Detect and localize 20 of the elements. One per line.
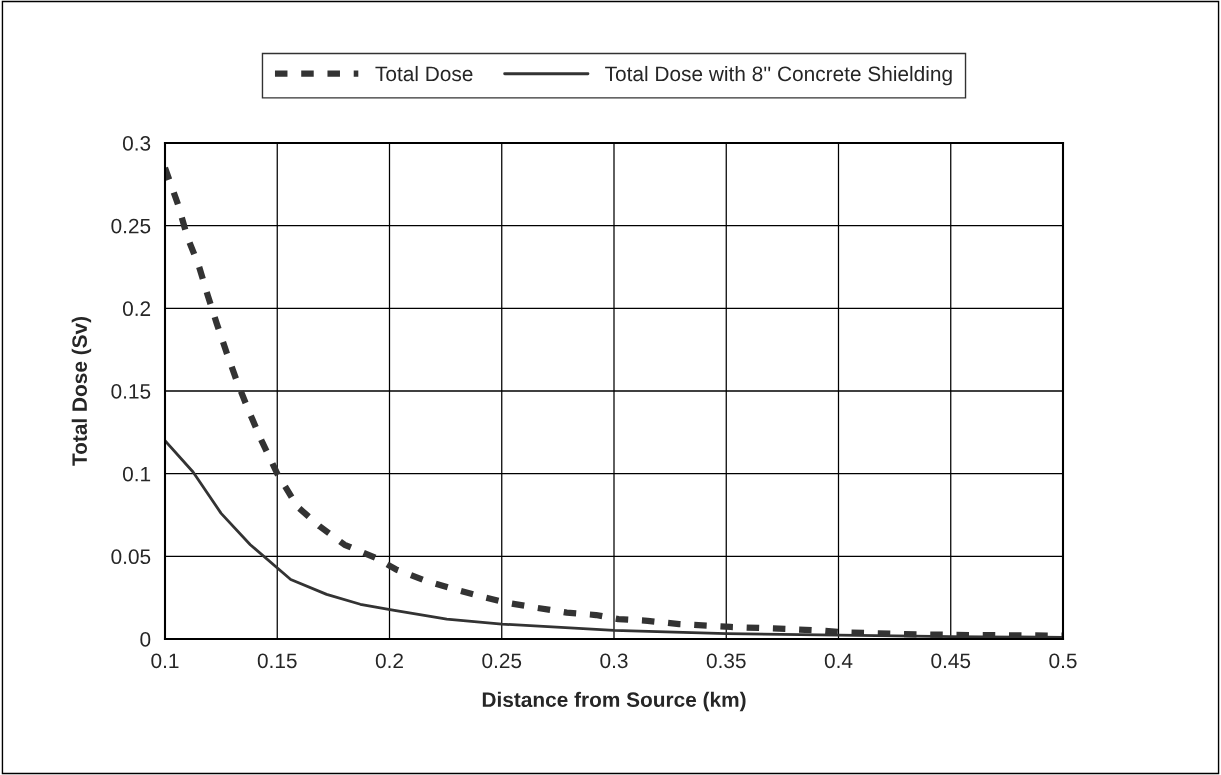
x-tick-label: 0.1 — [151, 653, 179, 669]
x-tick-label: 0.25 — [482, 653, 522, 669]
x-tick-label: 0.5 — [1049, 653, 1077, 669]
x-tick-label: 0.35 — [706, 653, 746, 669]
x-tick-label: 0.15 — [257, 653, 297, 669]
y-tick-label: 0 — [140, 632, 151, 647]
y-tick-label: 0.05 — [111, 549, 151, 565]
x-tick-label: 0.4 — [824, 653, 853, 669]
x-tick-label: 0.2 — [375, 653, 403, 669]
y-tick-label: 0.25 — [111, 218, 151, 234]
y-tick-label: 0.3 — [122, 136, 151, 151]
x-axis-title: Distance from Source (km) — [482, 691, 746, 712]
y-axis-title: Total Dose (Sv) — [71, 316, 92, 466]
legend-label: Total Dose with 8'' Concrete Shielding — [605, 65, 952, 86]
x-tick-label: 0.3 — [600, 653, 628, 669]
y-tick-label: 0.15 — [111, 384, 151, 399]
y-tick-label: 0.1 — [122, 466, 151, 482]
x-tick-label: 0.45 — [931, 653, 971, 669]
legend-label: Total Dose — [375, 65, 473, 82]
y-tick-label: 0.2 — [122, 301, 151, 317]
